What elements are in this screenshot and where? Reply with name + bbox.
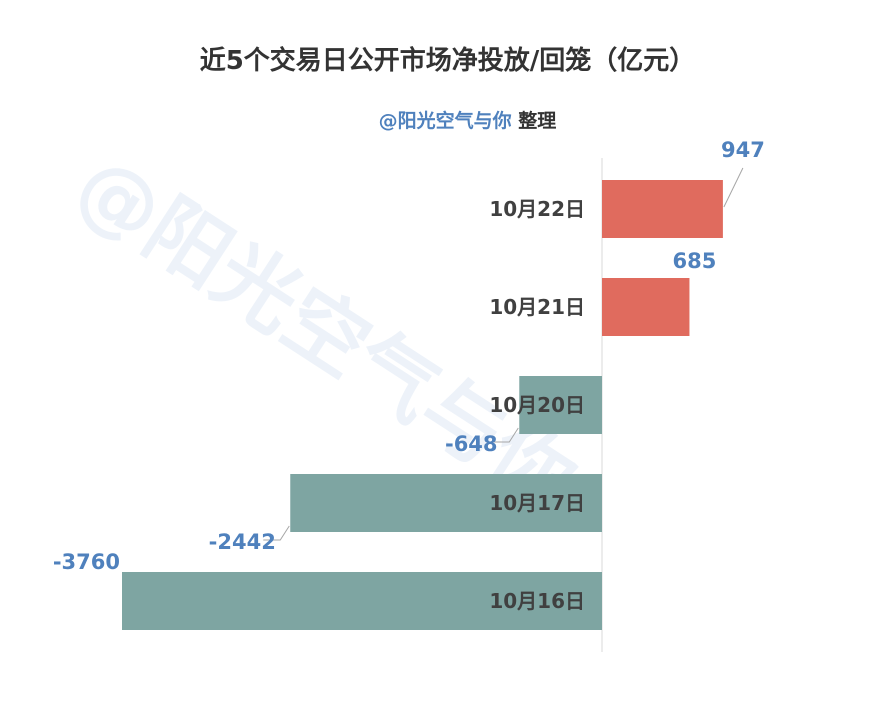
value-label-1016: -3760: [53, 550, 120, 574]
bars-group: [122, 180, 723, 630]
category-label-1022: 10月22日: [489, 197, 585, 221]
bar-1017: [290, 474, 602, 532]
value-label-1020: -648: [445, 432, 498, 456]
subtitle-suffix: 整理: [511, 110, 557, 132]
leader-lines-group: [263, 167, 744, 541]
category-label-1017: 10月17日: [489, 491, 585, 515]
bar-1016: [122, 572, 602, 630]
value-labels-group: 947 685 -648 -2442 -3760: [53, 138, 765, 574]
value-label-1017: -2442: [209, 530, 276, 554]
bar-1021: [602, 278, 690, 336]
leader-line-1020: [492, 427, 519, 443]
leader-line-1022: [723, 167, 744, 208]
category-label-1016: 10月16日: [489, 589, 585, 613]
watermark: @阳光空气与你: [59, 137, 592, 529]
bar-1020: [519, 376, 602, 434]
value-label-1022: 947: [721, 138, 765, 162]
bar-1022: [602, 180, 723, 238]
value-label-1021: 685: [673, 249, 717, 273]
chart-title: 近5个交易日公开市场净投放/回笼（亿元）: [199, 46, 696, 76]
category-label-1020: 10月20日: [489, 393, 585, 417]
category-label-1021: 10月21日: [489, 295, 585, 319]
category-labels-group: 10月22日 10月21日 10月20日 10月17日 10月16日: [489, 197, 585, 613]
subtitle-author: @阳光空气与你: [378, 110, 512, 132]
chart-subtitle: @阳光空气与你 整理: [0, 106, 895, 133]
leader-line-1017: [263, 525, 290, 541]
